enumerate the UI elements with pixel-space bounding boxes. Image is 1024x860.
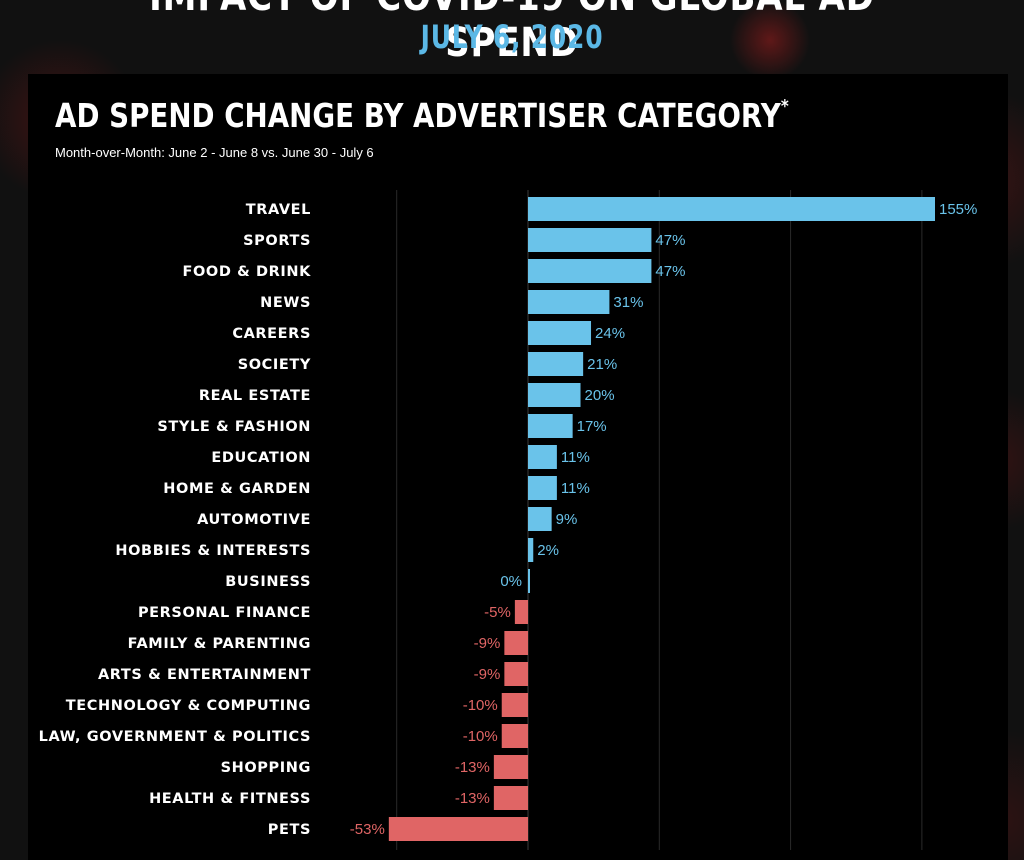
bar	[528, 538, 534, 562]
category-label: SHOPPING	[221, 760, 311, 776]
value-label: 20%	[585, 387, 615, 404]
bar	[493, 786, 528, 810]
value-label: -53%	[350, 821, 385, 838]
value-label: 2%	[537, 542, 559, 559]
bar	[528, 445, 557, 469]
infographic-title: IMPACT OF COVID-19 ON GLOBAL AD SPEND	[149, 0, 874, 66]
value-label: -13%	[455, 759, 490, 776]
chart-title-text: AD SPEND CHANGE BY ADVERTISER CATEGORY	[55, 96, 781, 135]
report-date: JULY 6, 2020	[420, 18, 604, 56]
chart-title-asterisk: *	[780, 96, 789, 117]
category-label: BUSINESS	[225, 574, 311, 590]
value-label: 11%	[561, 480, 590, 497]
bar	[504, 662, 528, 686]
bar	[528, 414, 573, 438]
value-label: 11%	[561, 449, 590, 466]
bar	[528, 321, 592, 345]
bar	[528, 259, 652, 283]
category-label: AUTOMOTIVE	[197, 512, 311, 528]
category-label: FOOD & DRINK	[182, 264, 311, 280]
bar	[528, 476, 557, 500]
category-label: CAREERS	[232, 326, 311, 342]
bar	[528, 383, 581, 407]
value-label: 21%	[587, 356, 617, 373]
bar	[528, 197, 935, 221]
category-label: SOCIETY	[238, 357, 311, 373]
category-label: TECHNOLOGY & COMPUTING	[66, 698, 311, 714]
category-label: SPORTS	[243, 233, 311, 249]
bar	[528, 228, 652, 252]
value-label: 24%	[595, 325, 625, 342]
category-label: EDUCATION	[211, 450, 311, 466]
bar	[493, 755, 528, 779]
category-label: STYLE & FASHION	[157, 419, 311, 435]
value-label: 155%	[939, 201, 977, 218]
category-label: PETS	[268, 822, 311, 838]
bars	[388, 197, 935, 841]
category-label: NEWS	[260, 295, 311, 311]
value-label: -13%	[455, 790, 490, 807]
category-label: HOME & GARDEN	[163, 481, 311, 497]
category-label: PERSONAL FINANCE	[138, 605, 311, 621]
value-label: -5%	[484, 604, 511, 621]
bar	[504, 631, 528, 655]
value-label: 47%	[655, 232, 685, 249]
value-label: -9%	[474, 635, 501, 652]
category-label: HEALTH & FITNESS	[149, 791, 311, 807]
bar	[528, 507, 552, 531]
chart-subtitle: Month-over-Month: June 2 - June 8 vs. Ju…	[55, 145, 374, 160]
category-label: FAMILY & PARENTING	[128, 636, 311, 652]
value-label: -10%	[463, 728, 498, 745]
category-label: HOBBIES & INTERESTS	[115, 543, 311, 559]
category-label: LAW, GOVERNMENT & POLITICS	[39, 729, 311, 745]
value-label: 31%	[613, 294, 643, 311]
value-label: -10%	[463, 697, 498, 714]
bar	[528, 290, 610, 314]
bar	[388, 817, 528, 841]
value-label: 0%	[500, 573, 522, 590]
gridlines	[396, 190, 923, 850]
category-label: REAL ESTATE	[199, 388, 311, 404]
value-label: 47%	[655, 263, 685, 280]
bar	[528, 352, 584, 376]
value-label: 17%	[577, 418, 607, 435]
chart-title: AD SPEND CHANGE BY ADVERTISER CATEGORY*	[55, 96, 789, 135]
category-label: TRAVEL	[246, 202, 311, 218]
labels: TRAVEL 155% SPORTS 47% FOOD & DRINK 47% NEWS 31…	[39, 201, 978, 838]
category-label: ARTS & ENTERTAINMENT	[98, 667, 311, 683]
value-label: -9%	[474, 666, 501, 683]
bar	[528, 569, 530, 593]
bar	[501, 693, 528, 717]
bar	[501, 724, 528, 748]
value-label: 9%	[556, 511, 578, 528]
bar	[514, 600, 528, 624]
